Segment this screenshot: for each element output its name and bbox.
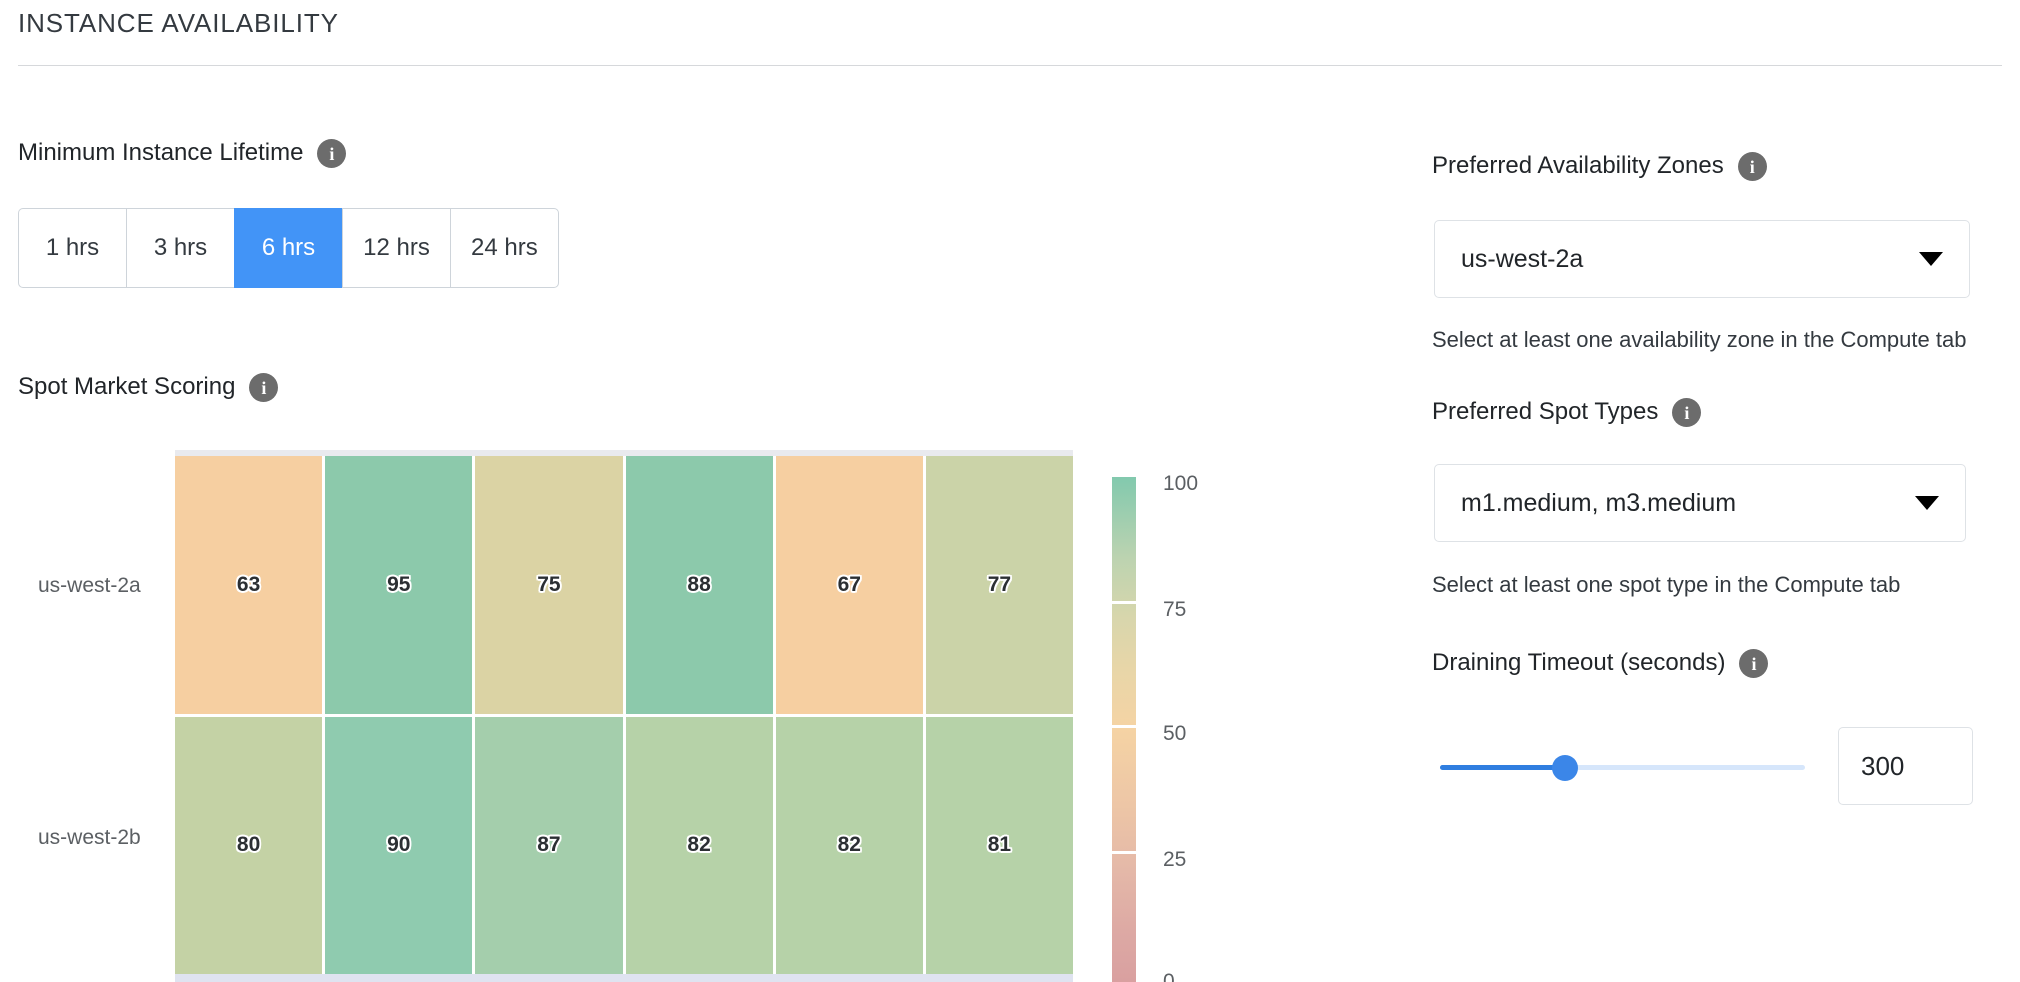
draining-timeout-slider[interactable] (1440, 755, 1805, 781)
heatmap-cell-value: 95 (387, 572, 411, 596)
colorbar-label-75: 75 (1163, 598, 1187, 621)
minimum-instance-lifetime-label: Minimum Instance Lifetime i (18, 138, 347, 168)
heatmap-cell[interactable]: 82 (775, 716, 923, 974)
minimum-instance-lifetime-button-group[interactable]: 1 hrs 3 hrs 6 hrs 12 hrs 24 hrs (18, 208, 559, 288)
slider-thumb[interactable] (1552, 755, 1578, 781)
heatmap-cell[interactable]: 75 (475, 456, 623, 714)
preferred-availability-zones-label: Preferred Availability Zones i (1432, 151, 1767, 181)
spot-types-helper-text: Select at least one spot type in the Com… (1432, 572, 1901, 597)
heatmap-cell-value: 80 (236, 833, 261, 857)
colorbar-tick (1112, 851, 1136, 854)
colorbar-tick (1112, 725, 1136, 728)
lifetime-option-1hrs[interactable]: 1 hrs (18, 208, 126, 288)
spot-market-scoring-label: Spot Market Scoring i (18, 372, 279, 402)
availability-zone-select[interactable]: us-west-2a (1434, 220, 1970, 298)
heatmap-cell-value: 75 (537, 572, 561, 596)
availability-zone-helper-text: Select at least one availability zone in… (1432, 327, 1967, 352)
page-title: INSTANCE AVAILABILITY (18, 8, 339, 38)
heatmap-cell[interactable]: 90 (325, 716, 473, 974)
draining-timeout-label-text: Draining Timeout (seconds) (1432, 648, 1726, 676)
heatmap-cell-value: 88 (687, 572, 711, 596)
lifetime-option-12hrs[interactable]: 12 hrs (342, 208, 450, 288)
spot-market-scoring-heatmap: us-west-2a us-west-2b 63 95 75 88 67 77 … (0, 450, 1300, 982)
chevron-down-icon[interactable] (1915, 496, 1939, 510)
heatmap-cell-value: 82 (687, 833, 711, 857)
info-icon[interactable]: i (1672, 398, 1702, 427)
heatmap-grid: 63 95 75 88 67 77 80 90 87 82 82 81 (175, 456, 1073, 974)
slider-fill (1440, 765, 1564, 770)
availability-zone-selected-value: us-west-2a (1461, 244, 1584, 273)
heatmap-cell-value: 67 (837, 572, 861, 596)
heatmap-cell-value: 81 (987, 833, 1012, 857)
colorbar-label-25: 25 (1163, 848, 1187, 871)
info-icon[interactable]: i (1739, 649, 1769, 678)
slider-track[interactable] (1440, 765, 1805, 770)
heatmap-colorbar (1112, 477, 1136, 982)
minimum-instance-lifetime-label-text: Minimum Instance Lifetime (18, 138, 304, 166)
info-icon[interactable]: i (1737, 152, 1767, 181)
spot-types-selected-value: m1.medium, m3.medium (1461, 488, 1737, 517)
heatmap-cell-value: 82 (837, 833, 861, 857)
heatmap-cell-value: 87 (537, 833, 561, 857)
heatmap-cell[interactable]: 67 (775, 456, 923, 714)
heatmap-cell[interactable]: 88 (625, 456, 773, 714)
heatmap-cell[interactable]: 87 (475, 716, 623, 974)
spot-market-scoring-label-text: Spot Market Scoring (18, 372, 236, 400)
colorbar-tick (1112, 601, 1136, 604)
preferred-spot-types-label: Preferred Spot Types i (1432, 397, 1702, 427)
header-divider (18, 65, 2002, 66)
draining-timeout-value: 300 (1861, 750, 1905, 781)
lifetime-option-24hrs[interactable]: 24 hrs (450, 208, 559, 288)
info-icon[interactable]: i (249, 373, 279, 402)
preferred-availability-zones-label-text: Preferred Availability Zones (1432, 151, 1724, 179)
lifetime-option-6hrs[interactable]: 6 hrs (234, 208, 342, 288)
colorbar-label-50: 50 (1163, 722, 1187, 745)
draining-timeout-input[interactable]: 300 (1838, 727, 1973, 805)
colorbar-label-0: 0 (1163, 970, 1175, 982)
colorbar-label-100: 100 (1163, 472, 1199, 495)
heatmap-bottom-edge (175, 974, 1073, 982)
heatmap-cell[interactable]: 81 (925, 716, 1073, 974)
heatmap-cell[interactable]: 95 (325, 456, 473, 714)
draining-timeout-label: Draining Timeout (seconds) i (1432, 648, 1769, 678)
spot-types-select[interactable]: m1.medium, m3.medium (1434, 464, 1966, 542)
heatmap-cell-value: 63 (236, 572, 261, 596)
heatmap-cell[interactable]: 80 (175, 716, 323, 974)
info-icon[interactable]: i (317, 139, 347, 168)
heatmap-cell[interactable]: 82 (625, 716, 773, 974)
heatmap-cell[interactable]: 77 (925, 456, 1073, 714)
lifetime-option-3hrs[interactable]: 3 hrs (126, 208, 234, 288)
heatmap-cell[interactable]: 63 (175, 456, 323, 714)
heatmap-row-label-us-west-2a: us-west-2a (38, 574, 141, 597)
heatmap-row-label-us-west-2b: us-west-2b (38, 826, 141, 849)
preferred-spot-types-label-text: Preferred Spot Types (1432, 397, 1659, 425)
heatmap-top-edge (175, 450, 1073, 456)
heatmap-cell-value: 90 (387, 833, 411, 857)
chevron-down-icon[interactable] (1919, 252, 1943, 266)
heatmap-cell-value: 77 (987, 572, 1012, 596)
